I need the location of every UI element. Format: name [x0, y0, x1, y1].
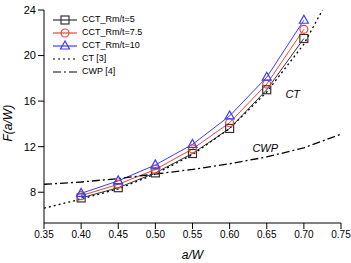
svg-text:0.35: 0.35 — [34, 229, 54, 240]
svg-text:0.40: 0.40 — [71, 229, 91, 240]
svg-text:0.55: 0.55 — [183, 229, 203, 240]
svg-text:12: 12 — [24, 141, 36, 153]
svg-text:0.50: 0.50 — [146, 229, 166, 240]
svg-text:16: 16 — [24, 95, 36, 107]
html-text:CCT_Rm/t=5: CCT_Rm/t=5 — [82, 14, 135, 24]
svg-text:0.75: 0.75 — [331, 229, 343, 240]
svg-text:0.65: 0.65 — [257, 229, 277, 240]
html-text:CCT_Rm/t=7.5: CCT_Rm/t=7.5 — [82, 27, 143, 37]
svg-text:a/W: a/W — [182, 248, 205, 262]
svg-text:0.70: 0.70 — [294, 229, 314, 240]
svg-text:20: 20 — [24, 49, 36, 61]
svg-text:F(a/W): F(a/W) — [8, 105, 15, 142]
svg-text:CWP: CWP — [252, 142, 278, 154]
svg-text:0.45: 0.45 — [109, 229, 129, 240]
svg-text:CT: CT — [285, 88, 301, 100]
svg-text:24: 24 — [24, 4, 36, 16]
html-text:CWP [4]: CWP [4] — [82, 66, 116, 76]
svg-text:0.60: 0.60 — [220, 229, 240, 240]
html-text:CT [3]: CT [3] — [82, 53, 107, 63]
svg-text:8: 8 — [30, 186, 36, 198]
html-text:CCT_Rm/t=10: CCT_Rm/t=10 — [82, 40, 140, 50]
